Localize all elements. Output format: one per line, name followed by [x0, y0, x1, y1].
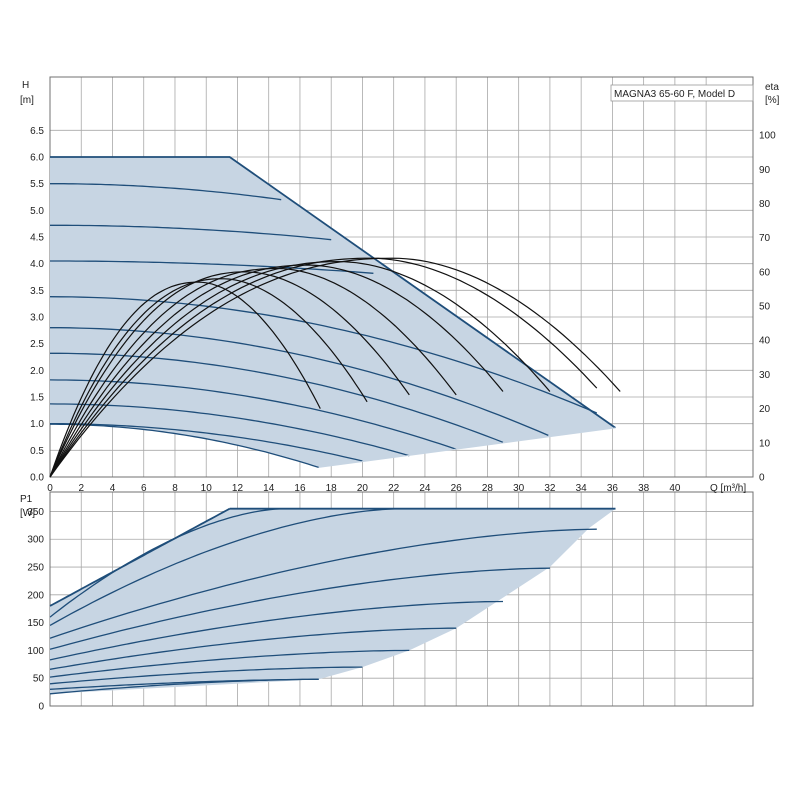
power-curve — [49, 627, 457, 670]
title-box: MAGNA3 65-60 F, Model D — [610, 84, 754, 102]
power-curve — [49, 528, 597, 639]
head-curve — [50, 423, 319, 469]
y-tick-label: 0.0 — [30, 473, 44, 484]
y-tick-label: 150 — [27, 618, 44, 629]
y2-axis-unit-eta: [%] — [765, 95, 780, 106]
x-tick-label: 34 — [576, 483, 588, 494]
power-panel: 0 50 100 150 200 250 300 350 — [27, 491, 754, 713]
y-axis-label-p1: P1 — [20, 494, 33, 505]
head-curve — [49, 403, 410, 457]
head-curve — [50, 224, 332, 241]
y2-axis-label-eta: eta — [765, 82, 779, 93]
efficiency-curve — [49, 260, 551, 478]
y-tick-label: 1.5 — [30, 393, 44, 404]
x-tick-label: 36 — [607, 483, 619, 494]
head-curve — [50, 352, 504, 443]
efficiency-curve — [49, 257, 621, 478]
x-tick-label: 14 — [263, 483, 275, 494]
x-tick-label: 10 — [201, 483, 213, 494]
y-tick-label: 350 — [27, 507, 44, 518]
x-tick-label: 6 — [141, 483, 147, 494]
power-curve — [49, 678, 319, 695]
y-tick-label: 50 — [33, 674, 45, 685]
y2-tick-label: 40 — [759, 336, 771, 347]
x-tick-label: 28 — [482, 483, 494, 494]
max-head-curve — [50, 156, 617, 429]
y-axis-unit-h: [m] — [20, 95, 34, 106]
x-tick-label: 32 — [544, 483, 556, 494]
x-tick-label: 20 — [357, 483, 369, 494]
y-axis-unit-p1: [W] — [20, 508, 35, 519]
head-curve — [49, 296, 598, 414]
y-tick-label: 4.0 — [30, 259, 44, 270]
efficiency-curve — [49, 281, 321, 478]
x-tick-label: 16 — [294, 483, 306, 494]
min-flow-edge — [318, 427, 616, 468]
efficiency-curve — [49, 271, 410, 478]
power-curve — [49, 508, 285, 618]
x-tick-label: 30 — [513, 483, 525, 494]
plot-frame — [49, 491, 754, 707]
y-tick-label: 2.0 — [30, 366, 44, 377]
efficiency-curve — [49, 267, 457, 478]
power-curve — [49, 567, 550, 650]
head-curve — [50, 327, 549, 436]
head-curve — [50, 260, 374, 274]
x-tick-label: 0 — [47, 483, 53, 494]
y2-tick-label: 60 — [759, 267, 771, 278]
y-tick-label: 1.0 — [30, 419, 44, 430]
y2-tick-label: 90 — [759, 165, 771, 176]
y-tick-label: 6.0 — [30, 153, 44, 164]
head-efficiency-panel: 0 2 4 6 8 10 12 14 16 18 20 22 24 26 28 30 32 34 36 38 400.0… — [30, 76, 776, 494]
power-curve — [49, 666, 363, 685]
power-curve — [49, 507, 231, 607]
efficiency-curve — [49, 257, 598, 478]
y2-tick-label: 100 — [759, 131, 776, 142]
efficiency-curve — [49, 278, 368, 478]
y-tick-label: 4.5 — [30, 233, 44, 244]
power-curve — [49, 508, 402, 626]
power-curve — [49, 600, 504, 661]
y-tick-label: 2.5 — [30, 339, 44, 350]
x-tick-label: 26 — [451, 483, 463, 494]
x-tick-label: 12 — [232, 483, 244, 494]
y-tick-label: 300 — [27, 535, 44, 546]
y-axis-label-h: H — [22, 80, 29, 91]
y-tick-label: 3.5 — [30, 286, 44, 297]
chart-title: MAGNA3 65-60 F, Model D — [614, 89, 735, 100]
y-tick-label: 3.0 — [30, 313, 44, 324]
y-tick-label: 0.5 — [30, 446, 44, 457]
y2-tick-label: 30 — [759, 370, 771, 381]
x-tick-label: 2 — [78, 483, 84, 494]
x-tick-label: 38 — [638, 483, 650, 494]
head-curve — [50, 183, 282, 201]
y-tick-label: 100 — [27, 646, 44, 657]
y2-tick-label: 70 — [759, 233, 771, 244]
head-curve — [50, 423, 363, 462]
x-tick-label: 40 — [669, 483, 681, 494]
y2-tick-label: 10 — [759, 438, 771, 449]
y-tick-label: 200 — [27, 590, 44, 601]
x-tick-label: 4 — [110, 483, 116, 494]
x-tick-label: 24 — [419, 483, 431, 494]
y2-tick-label: 0 — [759, 473, 765, 484]
y-tick-label: 6.5 — [30, 126, 44, 137]
y2-tick-label: 20 — [759, 404, 771, 415]
x-axis-label-q: Q [m³/h] — [710, 483, 746, 494]
y-tick-label: 5.0 — [30, 206, 44, 217]
efficiency-curve — [49, 264, 504, 478]
y2-tick-label: 50 — [759, 302, 771, 313]
operating-area — [50, 157, 616, 468]
y-tick-label: 0 — [38, 702, 44, 713]
y-tick-label: 5.5 — [30, 179, 44, 190]
x-tick-label: 8 — [172, 483, 178, 494]
x-tick-label: 22 — [388, 483, 400, 494]
power-curve — [49, 649, 410, 678]
x-tick-label: 18 — [326, 483, 338, 494]
y-tick-label: 250 — [27, 563, 44, 574]
y2-tick-label: 80 — [759, 199, 771, 210]
